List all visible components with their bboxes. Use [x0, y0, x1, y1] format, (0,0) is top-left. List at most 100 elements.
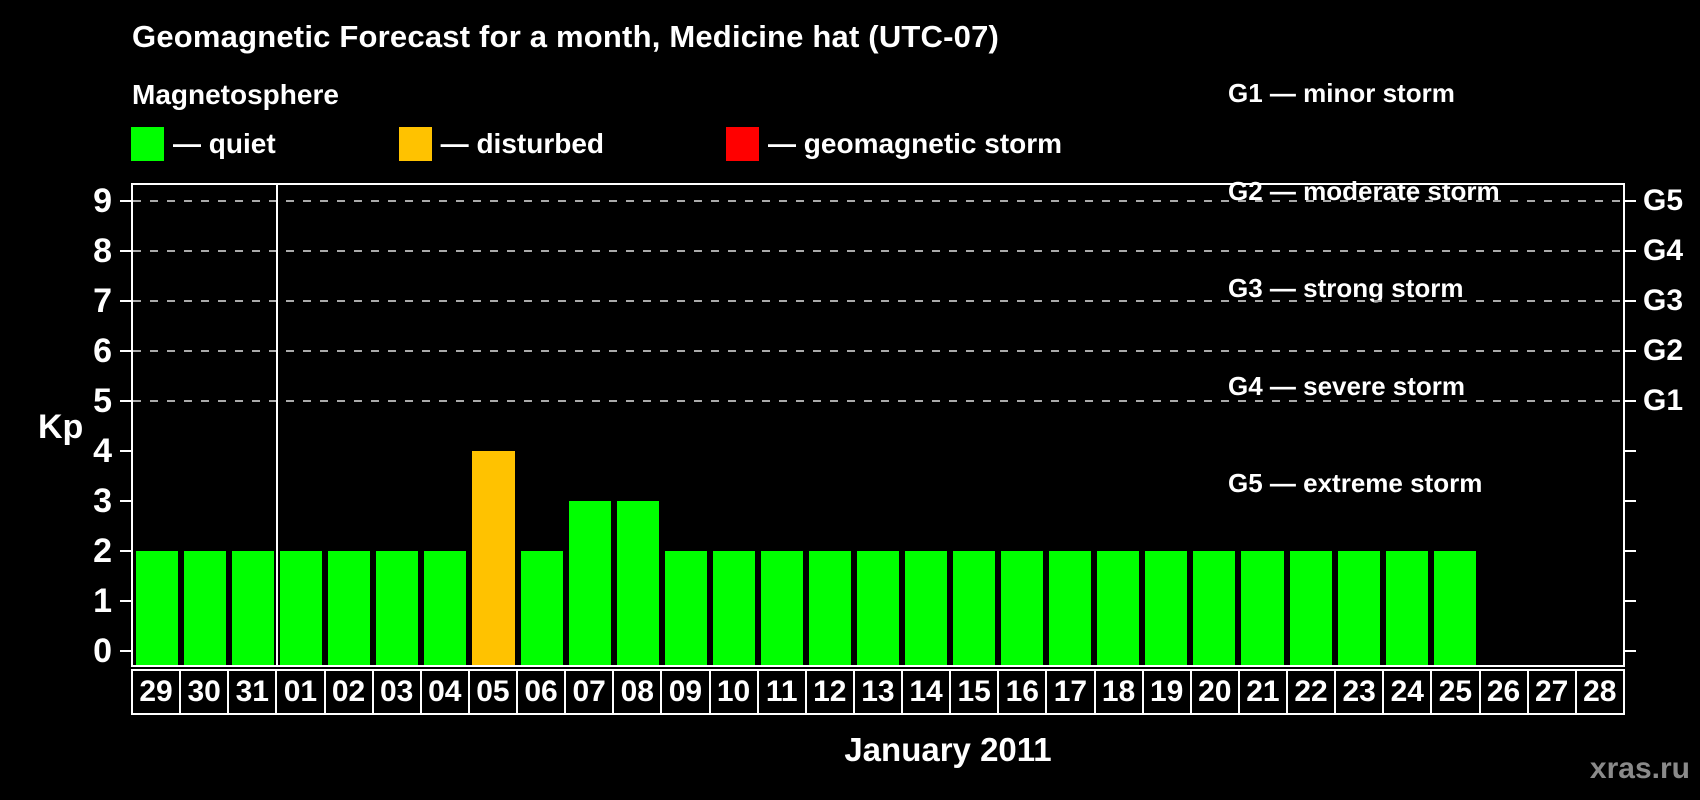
day-box-19: 19 [1141, 669, 1192, 715]
y-tick-left-6 [120, 350, 131, 352]
gridline-kp5 [133, 400, 1623, 402]
day-box-26: 26 [1478, 669, 1529, 715]
kp-bar-day-23 [1337, 551, 1380, 665]
kp-bar-day-11 [760, 551, 803, 665]
day-box-24: 24 [1382, 669, 1433, 715]
kp-bar-day-16 [1001, 551, 1044, 665]
legend-item-label: — quiet [173, 128, 276, 159]
gridline-kp7 [133, 300, 1623, 302]
y-tick-label-9: 9 [93, 182, 112, 220]
day-box-08: 08 [612, 669, 663, 715]
y-tick-right-8 [1625, 250, 1636, 252]
day-box-07: 07 [564, 669, 615, 715]
y-tick-right-6 [1625, 350, 1636, 352]
kp-bar-day-14 [905, 551, 948, 665]
y-tick-label-2: 2 [93, 532, 112, 570]
day-box-30: 30 [179, 669, 230, 715]
watermark: xras.ru [1589, 752, 1690, 785]
legend-item-disturbed: — disturbed [398, 127, 605, 161]
day-box-17: 17 [1045, 669, 1096, 715]
disturbed-swatch-icon [398, 127, 432, 161]
day-box-06: 06 [516, 669, 567, 715]
y-tick-right-0 [1625, 650, 1636, 652]
storm-scale-line-g5: G5 — extreme storm [1228, 468, 1483, 498]
day-box-04: 04 [419, 669, 470, 715]
day-box-09: 09 [660, 669, 711, 715]
gridline-kp8 [133, 250, 1623, 252]
day-box-01: 01 [275, 669, 326, 715]
day-box-11: 11 [756, 669, 807, 715]
day-box-02: 02 [323, 669, 374, 715]
chart-subtitle: Magnetosphere [132, 79, 339, 110]
kp-bar-day-25 [1433, 551, 1476, 665]
g-label-g3: G3 [1643, 284, 1684, 317]
y-tick-right-1 [1625, 600, 1636, 602]
kp-bar-day-06 [520, 551, 563, 665]
kp-bar-day-15 [953, 551, 996, 665]
chart-title: Geomagnetic Forecast for a month, Medici… [132, 19, 1000, 54]
day-box-28: 28 [1574, 669, 1625, 715]
legend-item-storm: — geomagnetic storm [726, 127, 1062, 161]
storm-scale-line-g4: G4 — severe storm [1228, 370, 1466, 401]
day-box-20: 20 [1189, 669, 1240, 715]
y-tick-left-1 [120, 600, 131, 602]
gridline-kp6 [133, 350, 1623, 352]
month-separator-line [276, 185, 279, 665]
kp-bar-day-31 [232, 551, 275, 665]
day-box-10: 10 [708, 669, 759, 715]
kp-bar-day-19 [1145, 551, 1188, 665]
storm-scale-line-g3: G3 — strong storm [1228, 273, 1464, 303]
y-tick-label-3: 3 [93, 482, 112, 520]
kp-bar-day-13 [856, 551, 900, 665]
gridline-kp9 [133, 200, 1623, 202]
kp-bar-day-09 [664, 551, 707, 665]
g-label-g1: G1 [1643, 384, 1684, 417]
legend-item-label: — geomagnetic storm [768, 128, 1063, 159]
kp-bar-day-18 [1097, 551, 1140, 665]
kp-bar-day-10 [712, 551, 755, 665]
y-tick-left-8 [120, 250, 131, 252]
g-label-g4: G4 [1643, 234, 1684, 267]
x-axis-title: January 2011 [844, 731, 1052, 768]
day-box-31: 31 [227, 669, 278, 715]
kp-bar-day-03 [376, 551, 419, 665]
y-tick-right-4 [1625, 450, 1636, 452]
y-tick-left-3 [120, 500, 131, 502]
y-axis-title: Kp [38, 408, 84, 446]
day-box-13: 13 [852, 669, 903, 715]
y-tick-label-6: 6 [93, 332, 112, 370]
y-tick-left-5 [120, 400, 131, 402]
y-tick-left-9 [120, 200, 131, 202]
y-tick-right-2 [1625, 550, 1636, 552]
y-tick-label-0: 0 [93, 632, 112, 670]
kp-bar-day-04 [424, 551, 467, 665]
g-label-g5: G5 [1643, 184, 1684, 217]
y-tick-right-9 [1625, 200, 1636, 202]
kp-bar-day-01 [280, 551, 323, 665]
kp-bar-day-02 [328, 551, 371, 665]
day-box-21: 21 [1237, 669, 1288, 715]
day-box-22: 22 [1286, 669, 1337, 715]
legend-item-quiet: — quiet [131, 127, 276, 161]
kp-bar-day-22 [1289, 551, 1332, 665]
legend-item-label: — disturbed [440, 128, 605, 159]
y-tick-right-7 [1625, 300, 1636, 302]
kp-bar-day-12 [808, 551, 851, 665]
y-tick-right-3 [1625, 500, 1636, 502]
y-tick-label-8: 8 [93, 232, 112, 270]
day-box-27: 27 [1526, 669, 1577, 715]
quiet-swatch-icon [131, 127, 164, 161]
day-box-29: 29 [131, 669, 182, 715]
storm-swatch-icon [726, 127, 760, 161]
kp-bar-day-24 [1385, 551, 1428, 665]
kp-bar-day-20 [1193, 551, 1236, 665]
y-tick-left-2 [120, 550, 131, 552]
y-tick-left-7 [120, 300, 131, 302]
day-box-15: 15 [949, 669, 1000, 715]
storm-scale-line-g1: G1 — minor storm [1228, 78, 1455, 108]
day-box-18: 18 [1093, 669, 1144, 715]
day-box-16: 16 [997, 669, 1048, 715]
kp-bar-day-30 [184, 551, 227, 665]
kp-bar-day-29 [136, 551, 179, 665]
day-box-03: 03 [371, 669, 422, 715]
